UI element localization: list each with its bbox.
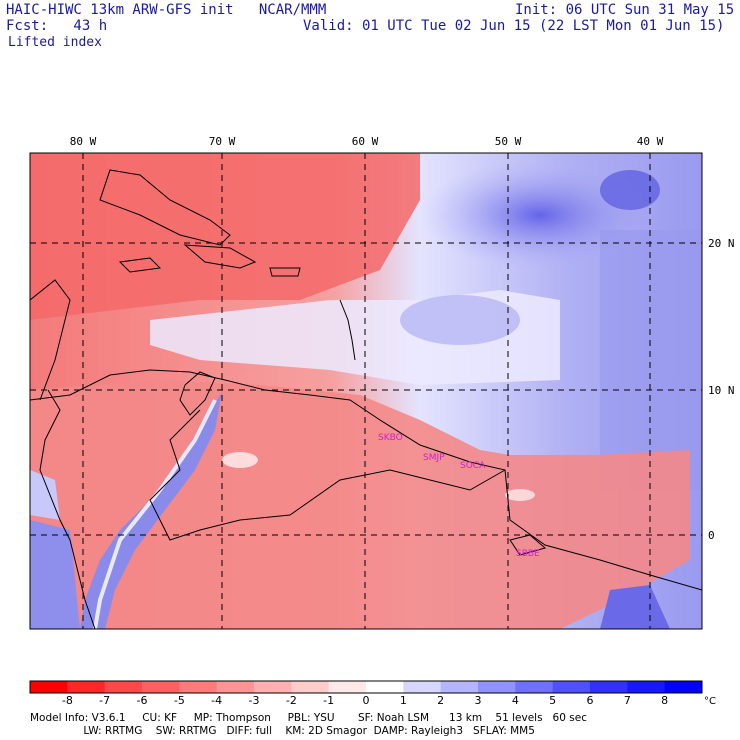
colorbar-swatch xyxy=(403,681,442,693)
colorbar-tick-label: 7 xyxy=(624,694,631,707)
colorbar-swatch xyxy=(216,681,255,693)
colorbar-tick-label: -8 xyxy=(62,694,73,707)
lat-label: 20 N xyxy=(708,237,735,250)
colorbar-tick-label: -1 xyxy=(323,694,334,707)
colorbar-swatch xyxy=(627,681,666,693)
colorbar-tick-label: -5 xyxy=(174,694,185,707)
colorbar-tick-label: -7 xyxy=(99,694,110,707)
colorbar-swatch xyxy=(478,681,516,693)
colorbar-swatch xyxy=(366,681,404,693)
colorbar-swatch xyxy=(179,681,218,693)
station-label: SMJP xyxy=(423,453,445,463)
colorbar-swatch xyxy=(515,681,554,693)
lat-label: 0 xyxy=(708,529,715,542)
field-name: Lifted index xyxy=(8,35,102,50)
colorbar-swatch xyxy=(142,681,180,693)
station-label: SBBE xyxy=(516,549,540,559)
map-frame xyxy=(29,152,703,630)
colorbar-tick-label: -2 xyxy=(286,694,297,707)
colorbar-swatch xyxy=(291,681,330,693)
lon-label: 80 W xyxy=(70,135,97,148)
lifted-index-field xyxy=(30,153,702,629)
colorbar: -8 -7 -6 -5 -4 -3 -2 -1 0 1 2 3 4 5 6 7 8 °C xyxy=(29,680,716,707)
lon-label: 40 W xyxy=(637,135,664,148)
lat-label: 10 N xyxy=(708,384,735,397)
forecast-hour: Fcst: 43 h xyxy=(6,18,108,34)
colorbar-swatch xyxy=(590,681,628,693)
colorbar-tick-label: 5 xyxy=(549,694,556,707)
model-info-line-2: LW: RRTMG SW: RRTMG DIFF: full KM: 2D Sm… xyxy=(30,725,535,737)
colorbar-swatch xyxy=(328,681,367,693)
colorbar-tick-label: 4 xyxy=(512,694,519,707)
model-info-line-1: Model Info: V3.6.1 CU: KF MP: Thompson P… xyxy=(30,712,587,724)
colorbar-swatch xyxy=(104,681,143,693)
colorbar-tick-label: -3 xyxy=(249,694,260,707)
station-label: SKBO xyxy=(378,433,403,443)
station-label: SOCA xyxy=(460,461,486,471)
colorbar-tick-label: 3 xyxy=(475,694,482,707)
colorbar-swatch xyxy=(440,681,479,693)
colorbar-swatch xyxy=(664,681,703,693)
colorbar-tick-label: 8 xyxy=(661,694,668,707)
colorbar-tick-label: -4 xyxy=(211,694,222,707)
lon-label: 60 W xyxy=(352,135,379,148)
colorbar-tick-label: -6 xyxy=(137,694,148,707)
model-title: HAIC-HIWC 13km ARW-GFS init NCAR/MMM xyxy=(6,2,327,18)
colorbar-swatch xyxy=(67,681,106,693)
colorbar-swatch xyxy=(254,681,292,693)
colorbar-swatch xyxy=(552,681,591,693)
colorbar-swatch xyxy=(30,681,68,693)
lat-lon-grid xyxy=(30,153,702,629)
lon-label: 50 W xyxy=(495,135,522,148)
colorbar-tick-label: 6 xyxy=(587,694,594,707)
valid-time: Valid: 01 UTC Tue 02 Jun 15 (22 LST Mon … xyxy=(303,18,725,34)
colorbar-unit: °C xyxy=(704,696,716,707)
colorbar-tick-label: 2 xyxy=(437,694,444,707)
colorbar-tick-label: 1 xyxy=(400,694,407,707)
colorbar-tick-label: 0 xyxy=(363,694,370,707)
colorbar-frame xyxy=(29,680,703,694)
lon-label: 70 W xyxy=(209,135,236,148)
init-time: Init: 06 UTC Sun 31 May 15 xyxy=(515,2,735,18)
